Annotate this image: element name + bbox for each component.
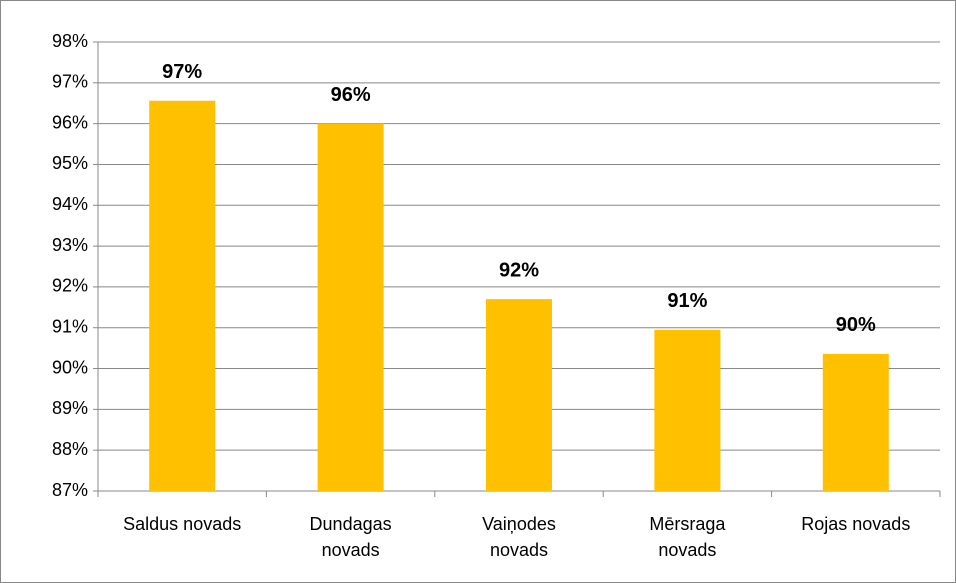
y-tick-label: 90% [52,357,88,377]
bar [317,123,384,492]
y-tick-label: 95% [52,153,88,173]
data-label: 91% [667,290,707,312]
bar [486,299,552,491]
data-label: 97% [162,61,202,83]
x-tick-label: Dundagas novads [309,514,392,560]
y-tick-label: 89% [52,398,88,418]
y-tick-label: 91% [52,316,88,336]
y-tick-label: 94% [52,194,88,214]
bar [149,100,216,491]
y-tick-label: 98% [52,31,88,51]
y-tick-label: 92% [52,276,88,296]
x-tick-label: Mērsraga novads [649,514,726,560]
x-tick-label: Vaiņodes novads [482,514,556,560]
data-label: 96% [331,84,371,106]
data-label: 92% [499,259,539,281]
bar [822,353,889,491]
y-tick-label: 97% [52,72,88,92]
x-tick-label: Saldus novads [123,514,242,534]
y-tick-label: 96% [52,112,88,132]
x-tick-label: Rojas novads [801,514,911,534]
y-tick-label: 88% [52,439,88,459]
data-label: 90% [836,314,876,336]
bar [654,329,721,491]
y-tick-label: 93% [52,235,88,255]
y-tick-label: 87% [52,480,88,500]
